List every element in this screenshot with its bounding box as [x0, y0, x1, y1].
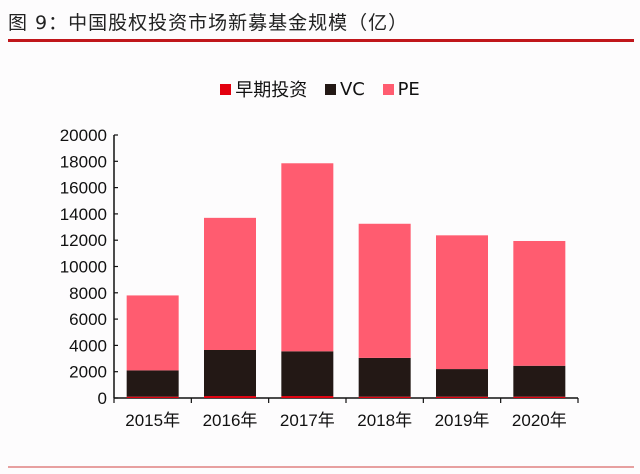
bottom-divider: [8, 466, 634, 468]
bar-vc-2015年: [126, 370, 179, 397]
y-tick-label: 16000: [60, 179, 107, 198]
bar-早期投资-2017年: [281, 396, 334, 398]
chart-title: 图 9：中国股权投资市场新募基金规模（亿）: [8, 12, 409, 34]
bar-vc-2017年: [281, 351, 334, 397]
legend-item-vc: VC: [324, 78, 365, 100]
y-tick-label: 20000: [60, 126, 107, 145]
y-tick-label: 12000: [60, 231, 107, 250]
legend-item-pe: PE: [382, 78, 420, 100]
bar-早期投资-2018年: [358, 396, 411, 398]
bar-早期投资-2020年: [513, 396, 566, 398]
y-tick-label: 0: [98, 389, 107, 408]
x-tick-label: 2016年: [203, 411, 258, 430]
x-tick-label: 2018年: [357, 411, 412, 430]
bar-pe-2017年: [281, 163, 334, 352]
legend-label: VC: [339, 78, 365, 100]
bar-pe-2018年: [358, 223, 411, 358]
legend-item-early: 早期投资: [220, 76, 307, 102]
bar-pe-2015年: [126, 295, 179, 371]
y-tick-label: 6000: [69, 310, 107, 329]
title-divider: [8, 39, 634, 42]
y-tick-label: 4000: [69, 336, 107, 355]
bar-vc-2016年: [204, 350, 256, 397]
bar-早期投资-2019年: [436, 396, 488, 398]
legend-swatch: [220, 83, 232, 95]
bar-pe-2020年: [513, 240, 566, 366]
y-tick-label: 18000: [60, 152, 107, 171]
legend-label: 早期投资: [235, 80, 308, 101]
legend-label: PE: [397, 78, 420, 100]
bar-pe-2016年: [204, 217, 256, 351]
bar-vc-2019年: [436, 369, 488, 397]
bar-vc-2018年: [358, 357, 411, 397]
legend: 早期投资 VC PE: [0, 76, 640, 102]
legend-swatch: [324, 83, 336, 95]
x-tick-label: 2020年: [512, 411, 567, 430]
bar-vc-2020年: [513, 365, 566, 397]
y-tick-label: 8000: [69, 284, 107, 303]
y-tick-label: 14000: [60, 205, 107, 224]
x-tick-label: 2017年: [280, 411, 335, 430]
bar-早期投资-2015年: [126, 396, 179, 398]
y-tick-label: 2000: [69, 363, 107, 382]
x-tick-label: 2015年: [125, 411, 180, 430]
bar-早期投资-2016年: [204, 396, 256, 398]
bar-pe-2019年: [436, 235, 488, 370]
x-tick-label: 2019年: [435, 411, 490, 430]
y-tick-label: 10000: [60, 258, 107, 277]
legend-swatch: [382, 83, 394, 95]
